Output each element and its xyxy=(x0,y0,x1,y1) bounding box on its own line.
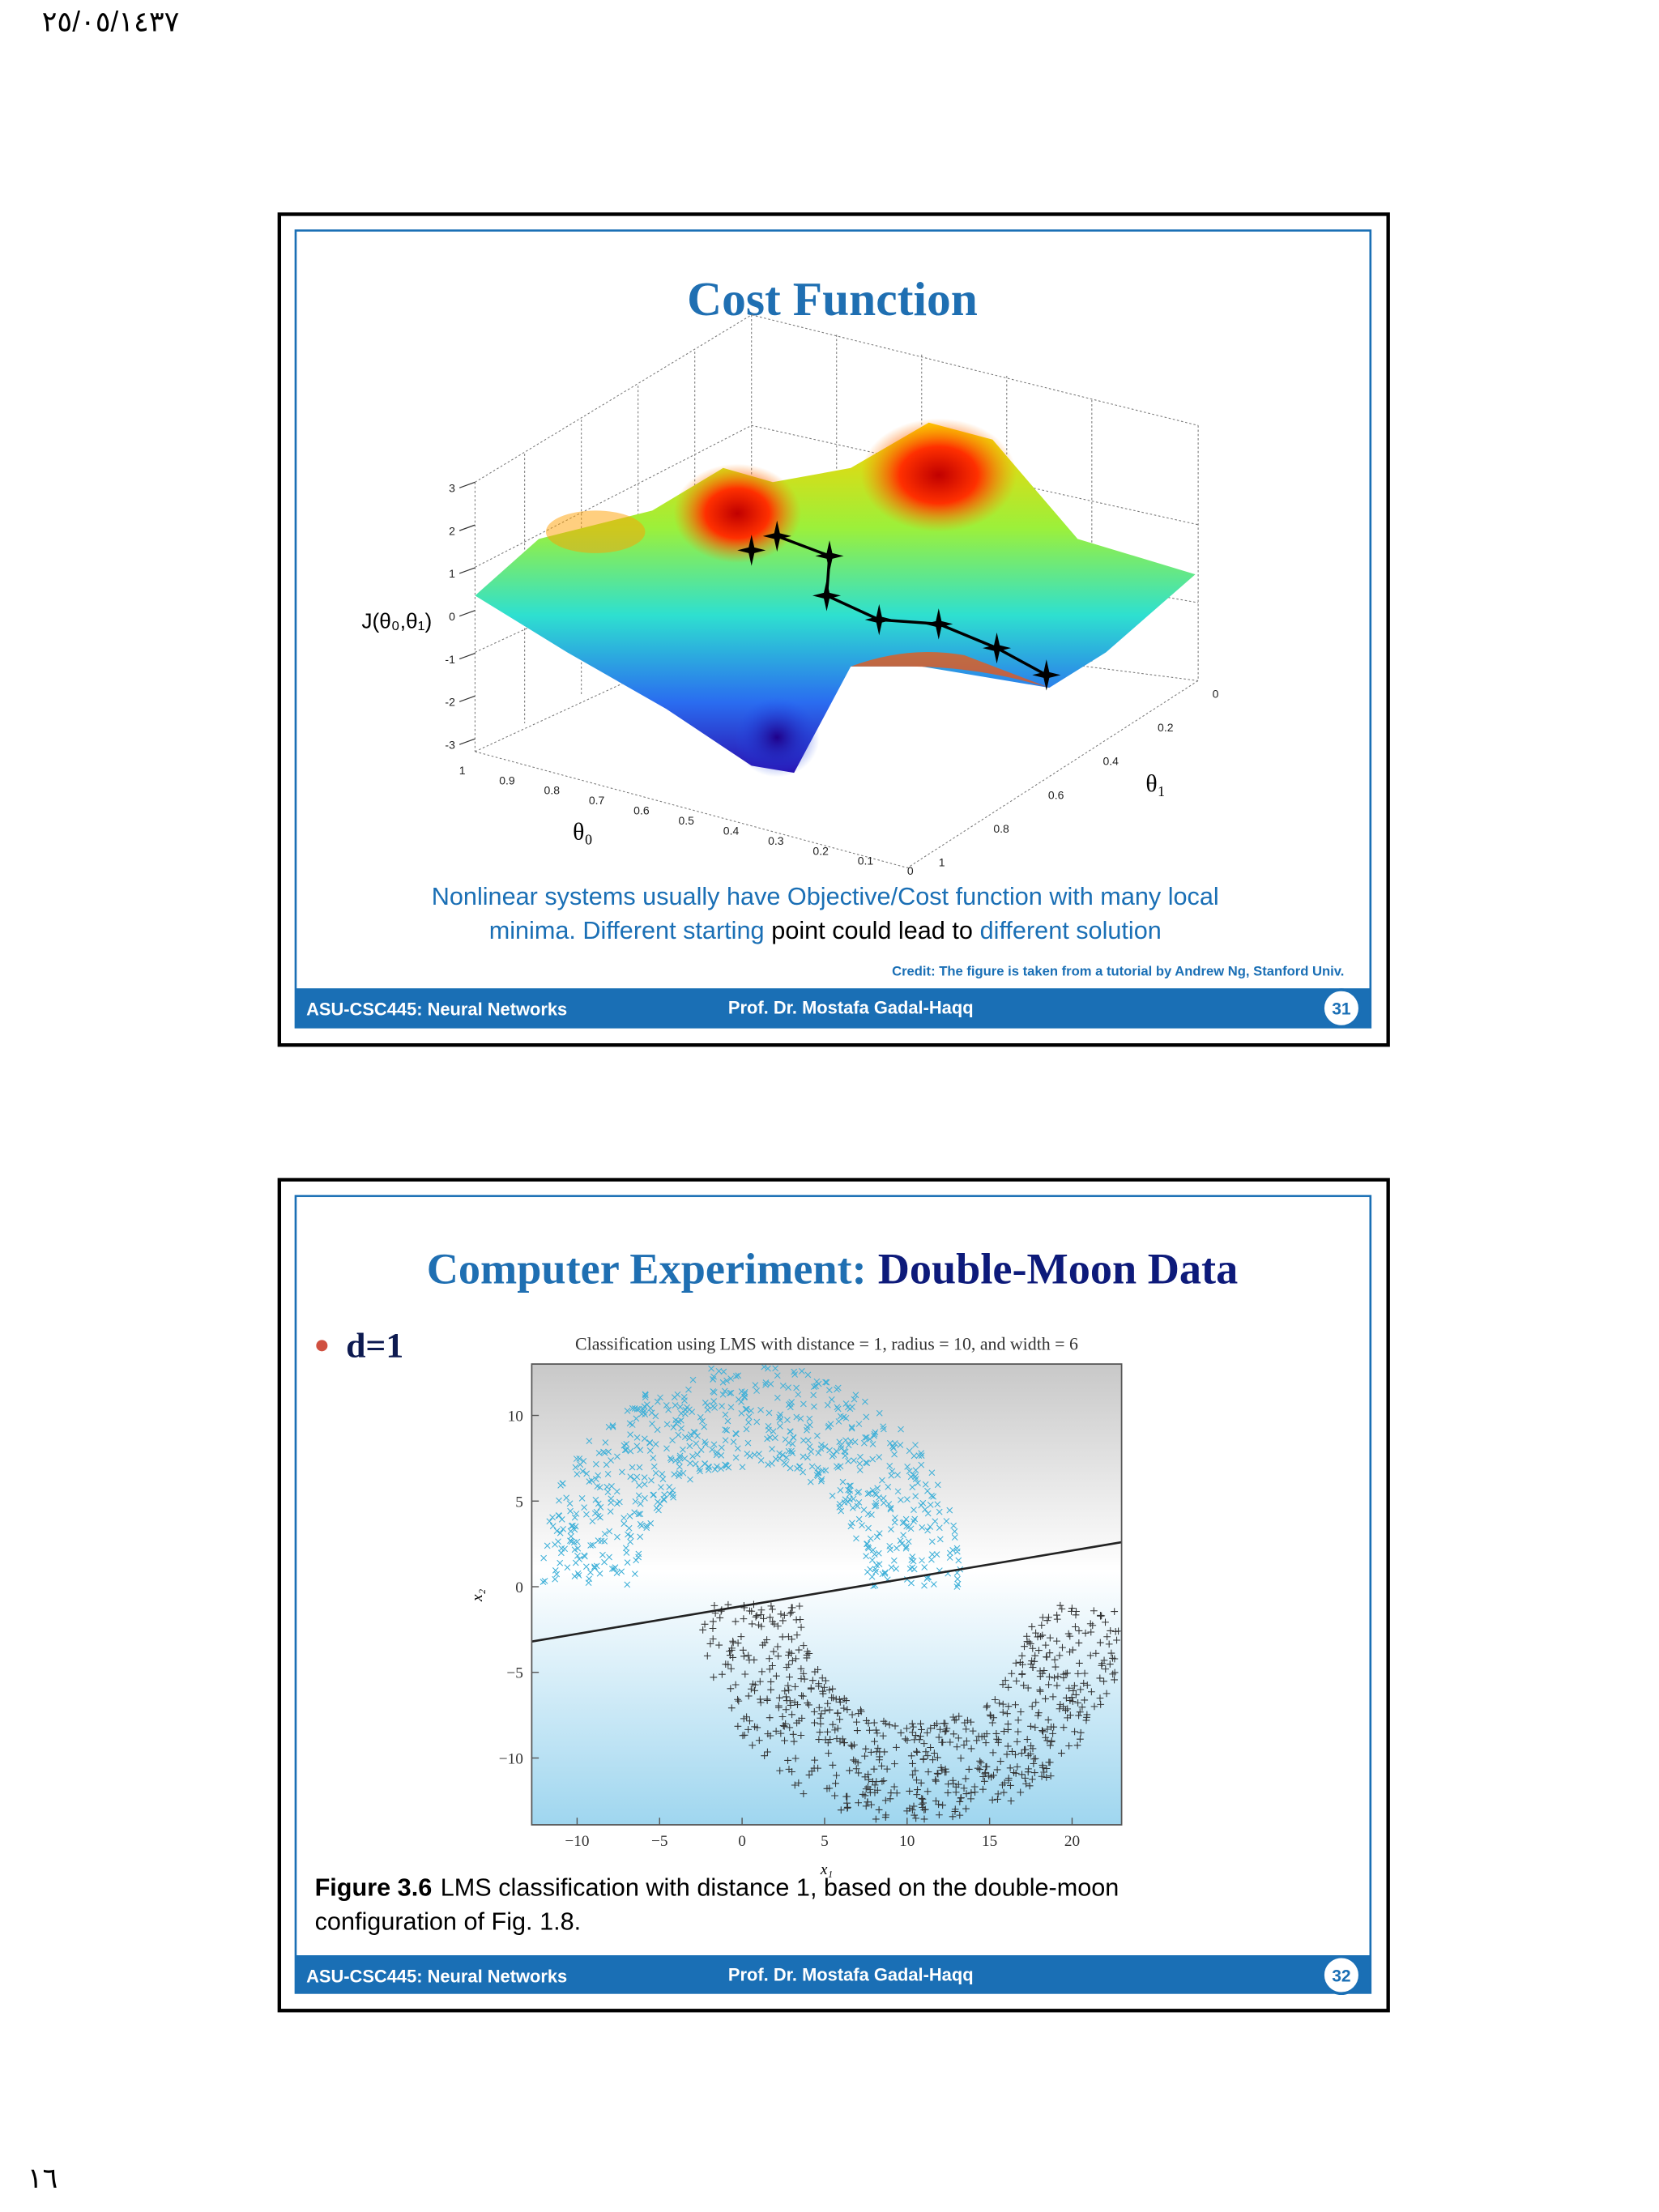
slide-number-badge xyxy=(1321,988,1362,1029)
path-markers xyxy=(737,520,1061,691)
footer-course: ASU-CSC445: Neural Networks xyxy=(306,1966,567,1986)
slide-border xyxy=(294,229,1372,1029)
footer-bar xyxy=(296,1955,1370,1994)
theta0-label: θ₀ xyxy=(573,818,593,845)
figure-caption: Figure 3.6 LMS classification with distan… xyxy=(315,1873,1120,1901)
caption-segment: point could lead to xyxy=(771,917,973,944)
slide-title: Computer Experiment: Double-Moon Data xyxy=(427,1244,1238,1293)
z-tick-label: -3 xyxy=(445,738,455,751)
slide-footer: ASU-CSC445: Neural Networks Prof. Dr. Mos… xyxy=(296,988,1370,1029)
theta0-tick-label: 0.6 xyxy=(633,804,650,817)
z-tick xyxy=(458,524,476,531)
surface xyxy=(475,418,1196,778)
z-tick-label: 2 xyxy=(449,524,455,537)
theta1-label: θ₁ xyxy=(1145,770,1166,797)
page-number: ١٦ xyxy=(28,2163,58,2194)
y-tick-label: −10 xyxy=(499,1750,523,1767)
slide-number-badge xyxy=(1321,1955,1362,1996)
path-marker xyxy=(815,540,844,572)
z-tick-label: 1 xyxy=(449,567,455,580)
theta0-tick-label: 0.8 xyxy=(544,784,561,797)
theta0-tick-label: 0.5 xyxy=(678,814,694,827)
x-axis-label: x₁ xyxy=(820,1861,833,1878)
theta1-tick-label: 0.8 xyxy=(993,822,1009,835)
theta0-tick-label: 1 xyxy=(459,764,466,777)
plot-background xyxy=(531,1364,1122,1825)
z-tick xyxy=(458,652,476,660)
path-marker xyxy=(924,608,953,640)
caption-segment: minima. Different starting xyxy=(489,917,765,944)
footer-course: ASU-CSC445: Neural Networks xyxy=(306,999,567,1019)
theta0-tick-label: 0.2 xyxy=(812,844,829,857)
x-tick-label: −10 xyxy=(565,1833,589,1850)
caption-segment: Nonlinear systems usually have Objective… xyxy=(432,883,1219,910)
z-tick-label: 3 xyxy=(449,482,455,495)
z-tick xyxy=(458,695,476,702)
x-tick-label: 20 xyxy=(1064,1833,1080,1850)
footer-bar xyxy=(296,988,1370,1027)
theta0-tick-label: 0.3 xyxy=(768,834,784,847)
theta0-tick-label: 0.4 xyxy=(723,824,740,837)
x-tick-label: 0 xyxy=(738,1833,746,1850)
bullet-dot xyxy=(316,1340,328,1352)
date: ٢٥/٠٥/١٤٣٧ xyxy=(42,6,180,38)
slide-title: Cost Function xyxy=(687,272,978,326)
y-tick-label: 10 xyxy=(508,1409,523,1426)
y-axis-label: x₂ xyxy=(469,1588,486,1602)
y-tick-label: 0 xyxy=(515,1579,523,1596)
z-tick-label: -1 xyxy=(445,653,455,666)
path-marker xyxy=(812,580,842,612)
slide-frame xyxy=(277,212,1390,1047)
theta1-tick-label: 0.6 xyxy=(1048,788,1064,801)
z-tick-label: 0 xyxy=(449,610,455,623)
path-marker xyxy=(762,520,791,552)
y-tick-label: −5 xyxy=(506,1665,522,1682)
theta1-tick-label: 0 xyxy=(1213,687,1219,700)
theta0-tick-label: 0.9 xyxy=(499,774,515,786)
caption-label: Figure 3.6 xyxy=(315,1873,433,1901)
theta0-tick-label: 0.1 xyxy=(858,855,874,867)
theta0-tick-label: 0.7 xyxy=(589,794,605,807)
caption: Nonlinear systems usually have Objective… xyxy=(432,883,1219,944)
z-tick xyxy=(458,567,476,574)
credit: Credit: The figure is taken from a tutor… xyxy=(892,963,1344,978)
title-part: Computer Experiment: xyxy=(427,1244,867,1293)
slide-footer: ASU-CSC445: Neural Networks Prof. Dr. Mos… xyxy=(296,1955,1370,1996)
chart-title: Classification using LMS with distance =… xyxy=(575,1335,1078,1354)
footer-author: Prof. Dr. Mostafa Gadal-Haqq xyxy=(728,998,974,1018)
slide-number: 32 xyxy=(1332,1967,1350,1985)
z-tick xyxy=(458,610,476,617)
theta0-tick-label: 0 xyxy=(907,864,914,877)
theta1-tick-label: 1 xyxy=(939,856,945,869)
path-marker xyxy=(737,535,766,566)
decision-boundary xyxy=(531,1541,1122,1643)
z-tick xyxy=(458,738,476,745)
slide-frame xyxy=(277,1178,1390,2013)
y-tick-label: 5 xyxy=(515,1494,523,1511)
z-tick xyxy=(458,481,476,488)
plot-frame xyxy=(531,1363,1123,1826)
class-2-points xyxy=(699,1600,1122,1823)
theta1-tick-label: 0.4 xyxy=(1102,755,1119,768)
x-tick-label: −5 xyxy=(651,1833,667,1850)
caption-segment: different solution xyxy=(980,917,1162,944)
z-axis-label: J(θ₀,θ₁) xyxy=(361,609,432,633)
bullet-text: d=1 xyxy=(346,1326,403,1365)
theta1-tick-label: 0.2 xyxy=(1158,721,1174,734)
x-tick-label: 5 xyxy=(821,1833,829,1850)
class-1-points xyxy=(539,1363,964,1590)
footer-author: Prof. Dr. Mostafa Gadal-Haqq xyxy=(728,1965,974,1985)
path-marker xyxy=(864,603,893,636)
path-marker xyxy=(983,632,1012,664)
slide-number: 31 xyxy=(1332,1000,1351,1019)
figure-caption: configuration of Fig. 1.8. xyxy=(315,1907,582,1935)
path-marker xyxy=(1032,659,1061,691)
title-part: Double-Moon Data xyxy=(878,1244,1239,1293)
x-tick-label: 10 xyxy=(899,1833,915,1850)
x-tick-label: 15 xyxy=(982,1833,997,1850)
caption-text: LMS classification with distance 1, base… xyxy=(441,1873,1120,1901)
z-tick-label: -2 xyxy=(445,696,455,709)
